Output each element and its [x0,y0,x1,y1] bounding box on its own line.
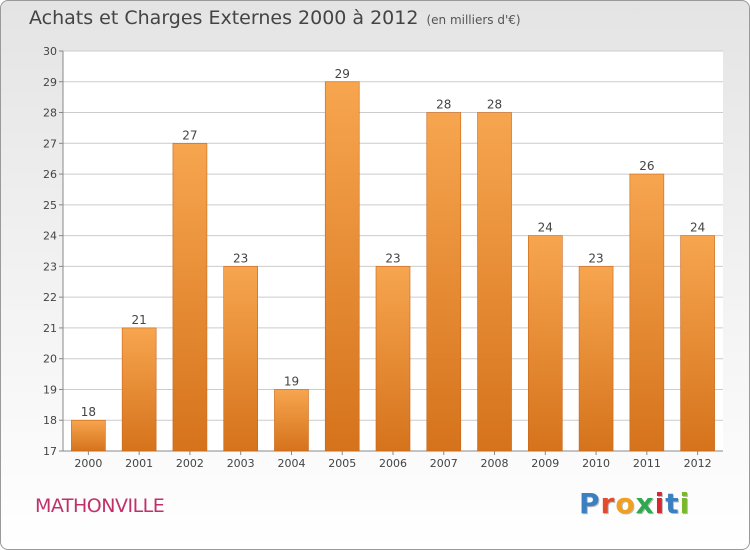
y-tick-label: 19 [43,383,57,396]
y-tick-label: 26 [43,168,57,181]
y-tick-label: 21 [43,322,57,335]
data-label: 24 [690,221,705,235]
chart-title-text: Achats et Charges Externes 2000 à 2012 [29,7,419,29]
logo-letter: o [615,487,636,520]
y-tick-label: 28 [43,107,57,120]
chart-unit: (en milliers d'€) [426,13,521,27]
y-tick-label: 20 [43,353,57,366]
data-label: 28 [436,98,451,112]
y-tick-label: 27 [43,137,57,150]
logo-letter: i [654,487,666,520]
x-tick-label: 2008 [481,457,509,470]
x-tick-label: 2007 [430,457,458,470]
x-tick-label: 2000 [74,457,102,470]
x-tick-label: 2004 [277,457,305,470]
bar [121,327,157,452]
y-tick-label: 23 [43,260,57,273]
proxiti-logo: Proxiti [579,487,690,520]
x-tick-label: 2006 [379,457,407,470]
logo-letter: x [635,487,655,520]
data-label: 29 [335,67,350,81]
x-tick-label: 2001 [125,457,153,470]
y-tick-label: 24 [43,230,57,243]
data-label: 27 [182,128,197,142]
logo-letter: t [665,487,680,520]
x-tick-label: 2011 [633,457,661,470]
x-tick-label: 2002 [176,457,204,470]
y-tick-label: 22 [43,291,57,304]
town-name: MATHONVILLE [35,495,165,517]
y-tick-label: 18 [43,414,57,427]
data-label: 23 [588,251,603,265]
x-tick-label: 2012 [684,457,712,470]
x-tick-label: 2010 [582,457,610,470]
bar [223,266,258,452]
bar [172,143,208,452]
data-label: 21 [132,313,147,327]
data-label: 26 [639,159,654,173]
data-label: 18 [81,405,96,419]
y-tick-label: 29 [43,76,57,89]
x-tick-label: 2009 [531,457,559,470]
y-tick-label: 25 [43,199,57,212]
y-tick-label: 30 [43,45,57,58]
bar [477,112,512,452]
bar [324,81,360,452]
chart-title: Achats et Charges Externes 2000 à 2012 (e… [29,7,521,29]
data-label: 23 [233,251,248,265]
bar [71,419,106,452]
y-tick-label: 17 [43,445,57,458]
bar [578,266,614,452]
bar [274,389,309,452]
data-label: 19 [284,374,299,388]
x-tick-label: 2005 [328,457,356,470]
bar [426,112,462,452]
logo-letter: i [679,487,691,520]
bar [680,235,715,452]
bar [629,173,665,452]
logo-letter: P [579,487,601,520]
logo-letter: r [600,487,616,520]
data-label: 24 [538,221,553,235]
bar [375,266,411,452]
data-label: 23 [385,251,400,265]
x-tick-label: 2003 [227,457,255,470]
bar [528,235,563,452]
data-label: 28 [487,98,502,112]
